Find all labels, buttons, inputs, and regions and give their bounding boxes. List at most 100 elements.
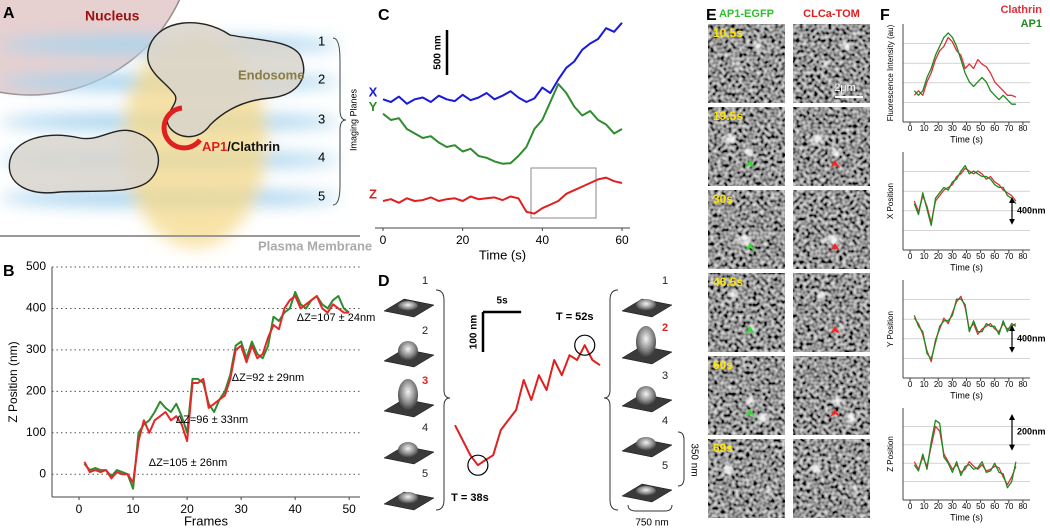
image-spot bbox=[729, 291, 737, 299]
panel-label: F bbox=[880, 7, 890, 24]
y-axis-label: Z Position (nm) bbox=[6, 341, 20, 422]
time-label: 69s bbox=[713, 441, 733, 455]
y-tick-label: 400 bbox=[26, 301, 46, 315]
x-tick-label: 60 bbox=[990, 124, 999, 133]
x-tick-label: 60 bbox=[990, 502, 999, 511]
x-tick-label: 70 bbox=[1004, 502, 1013, 511]
surface-peak bbox=[398, 442, 418, 458]
clathrin-label: /Clathrin bbox=[227, 139, 280, 154]
image-spot bbox=[832, 148, 840, 156]
x-tick-label: 30 bbox=[948, 380, 957, 389]
diagram-a: Nucleus Endosome AP1/Clathrin 1 2 3 4 5 … bbox=[0, 0, 372, 253]
cell-shape bbox=[8, 129, 160, 194]
arrowhead bbox=[745, 409, 755, 417]
x-tick-label: 80 bbox=[1018, 124, 1027, 133]
brace bbox=[435, 289, 451, 511]
image-spot bbox=[735, 237, 741, 243]
x-tick-label: 70 bbox=[1004, 380, 1013, 389]
panel-label: B bbox=[3, 263, 15, 280]
planes-label: Imaging Planes bbox=[348, 88, 358, 151]
arrowhead bbox=[830, 160, 840, 168]
surface-label: 1 bbox=[422, 275, 428, 287]
x-tick-label: 70 bbox=[1004, 124, 1013, 133]
image-spot bbox=[765, 488, 771, 494]
image-spot bbox=[853, 488, 859, 494]
x-tick-label: 60 bbox=[990, 252, 999, 261]
x-tick-label: 0 bbox=[76, 502, 83, 516]
surface-label: 2 bbox=[662, 322, 668, 334]
bracket bbox=[677, 431, 685, 487]
surface-label: 3 bbox=[662, 370, 668, 382]
series-line bbox=[913, 32, 1016, 105]
scale-bar-label: 100 nm bbox=[469, 315, 480, 350]
annotation-circle bbox=[574, 334, 596, 356]
annotation: ΔZ=105 ± 26nm bbox=[149, 457, 228, 469]
column-header: AP1-EGFP bbox=[719, 8, 774, 20]
image-tile bbox=[793, 107, 870, 186]
arrowhead bbox=[745, 160, 755, 168]
x-tick-label: 0 bbox=[908, 252, 913, 261]
x-tick-label: 20 bbox=[456, 233, 470, 247]
image-spot bbox=[811, 464, 821, 474]
x-tick-label: 0 bbox=[908, 502, 913, 511]
plane-number: 1 bbox=[318, 33, 325, 48]
x-tick-label: 40 bbox=[962, 124, 971, 133]
x-axis-label: Frames bbox=[184, 513, 229, 528]
surface-peak bbox=[398, 492, 418, 504]
series-line bbox=[913, 425, 1017, 486]
x-tick-label: 50 bbox=[976, 380, 985, 389]
image-spot bbox=[823, 237, 829, 243]
series-line bbox=[913, 298, 1017, 360]
x-tick-label: 60 bbox=[990, 380, 999, 389]
time-label: 19.5s bbox=[713, 109, 743, 123]
x-axis-label: Time (s) bbox=[950, 512, 983, 522]
image-spot bbox=[829, 235, 839, 245]
image-spot bbox=[842, 42, 850, 50]
image-tile bbox=[793, 439, 870, 518]
series-line bbox=[382, 22, 623, 105]
time-label: 10.5s bbox=[713, 26, 743, 40]
surface-label: 2 bbox=[422, 325, 428, 337]
panel-label: E bbox=[706, 7, 717, 24]
x-tick-label: 40 bbox=[962, 252, 971, 261]
y-tick-label: 100 bbox=[26, 425, 46, 439]
x-tick-label: 30 bbox=[948, 124, 957, 133]
series-line bbox=[382, 83, 623, 165]
y-axis-label: Z Position bbox=[886, 436, 895, 472]
x-tick-label: 50 bbox=[343, 502, 357, 516]
arrowhead bbox=[830, 409, 840, 417]
image-spot bbox=[813, 134, 823, 144]
time-label: 60s bbox=[713, 358, 733, 372]
annotation: ΔZ=107 ± 24nm bbox=[297, 312, 376, 324]
surface-peak bbox=[636, 437, 656, 451]
x-tick-label: 20 bbox=[934, 380, 943, 389]
clathrin-coat bbox=[161, 105, 202, 151]
series-label: X bbox=[369, 85, 378, 100]
x-tick-label: 40 bbox=[962, 502, 971, 511]
surface-label: 4 bbox=[662, 415, 668, 427]
image-spot bbox=[758, 413, 768, 423]
x-tick-label: 20 bbox=[934, 502, 943, 511]
plane-brace bbox=[332, 37, 347, 206]
x-tick-label: 0 bbox=[908, 380, 913, 389]
x-axis-label: Time (s) bbox=[479, 247, 526, 262]
image-spot bbox=[741, 235, 751, 245]
surface-label: 5 bbox=[422, 468, 428, 480]
surface-label: 4 bbox=[422, 422, 428, 434]
endosome-shape bbox=[147, 22, 305, 138]
x-tick-label: 10 bbox=[920, 124, 929, 133]
plane-number: 3 bbox=[318, 111, 325, 126]
surface-peak bbox=[636, 486, 656, 496]
arrowhead bbox=[745, 243, 755, 251]
annotation: T = 38s bbox=[451, 492, 489, 504]
image-spot bbox=[744, 148, 752, 156]
surface-height: 350 nm bbox=[688, 443, 699, 476]
image-spot bbox=[838, 325, 844, 331]
image-tile bbox=[708, 24, 785, 103]
image-spot bbox=[817, 291, 825, 299]
surface-label: 5 bbox=[662, 460, 668, 472]
y-tick-label: 300 bbox=[26, 342, 46, 356]
image-spot bbox=[746, 397, 754, 405]
